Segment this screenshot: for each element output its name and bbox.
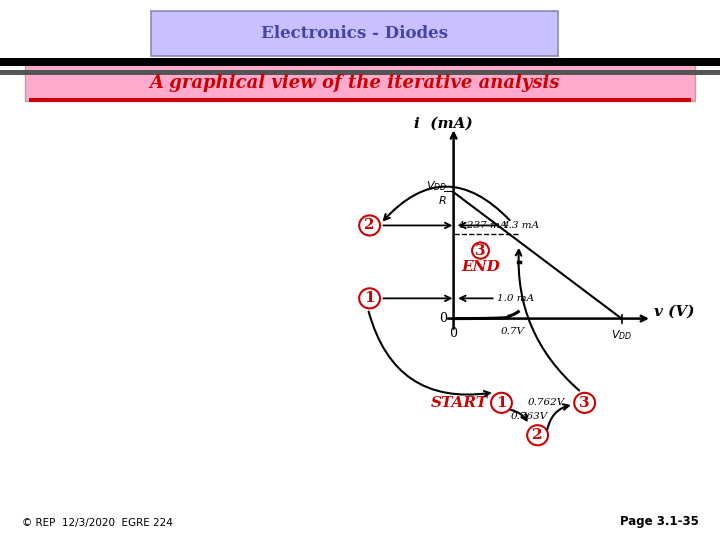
Text: START: START	[431, 396, 488, 410]
Bar	[0, 70, 720, 75]
Text: 1: 1	[364, 292, 375, 305]
Text: 4.3 mA: 4.3 mA	[503, 221, 539, 230]
Text: 1.0 mA: 1.0 mA	[498, 294, 534, 303]
Text: 0.762V: 0.762V	[527, 399, 564, 407]
Text: 2: 2	[364, 219, 375, 232]
Bar	[0, 58, 720, 66]
Text: A graphical view of the iterative analysis: A graphical view of the iterative analys…	[150, 73, 560, 92]
Text: Electronics - Diodes: Electronics - Diodes	[261, 25, 449, 42]
Text: 0: 0	[449, 327, 458, 340]
Text: 4.237 mA: 4.237 mA	[457, 220, 508, 230]
FancyBboxPatch shape	[151, 11, 558, 56]
Text: © REP  12/3/2020  EGRE 224: © REP 12/3/2020 EGRE 224	[22, 518, 173, 528]
FancyBboxPatch shape	[25, 64, 695, 101]
Text: v (V): v (V)	[654, 305, 694, 319]
Text: $V_{DD}$: $V_{DD}$	[426, 179, 447, 193]
Text: $V_{DD}$: $V_{DD}$	[611, 328, 632, 342]
Text: 0.7V: 0.7V	[500, 327, 524, 336]
Text: 1: 1	[496, 396, 507, 410]
Text: 3: 3	[475, 244, 486, 258]
Text: 0.763V: 0.763V	[510, 413, 548, 421]
Text: END: END	[461, 260, 500, 274]
Text: 2: 2	[532, 428, 543, 442]
Text: Page 3.1-35: Page 3.1-35	[619, 515, 698, 528]
Bar	[29, 98, 691, 102]
Text: 3: 3	[580, 396, 590, 410]
Text: $R$: $R$	[438, 194, 447, 206]
Text: 0: 0	[439, 312, 447, 325]
Text: i  (mA): i (mA)	[414, 117, 473, 131]
